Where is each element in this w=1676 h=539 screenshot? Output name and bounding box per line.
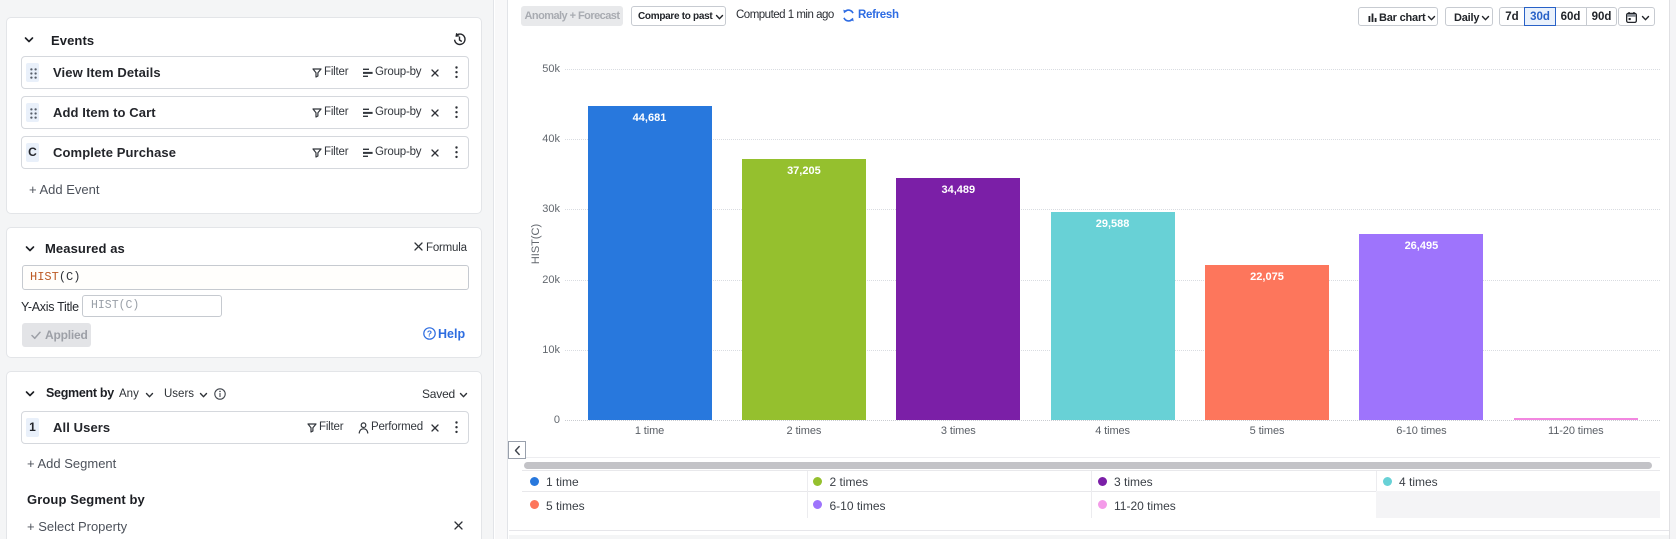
svg-text:?: ?: [427, 328, 432, 338]
